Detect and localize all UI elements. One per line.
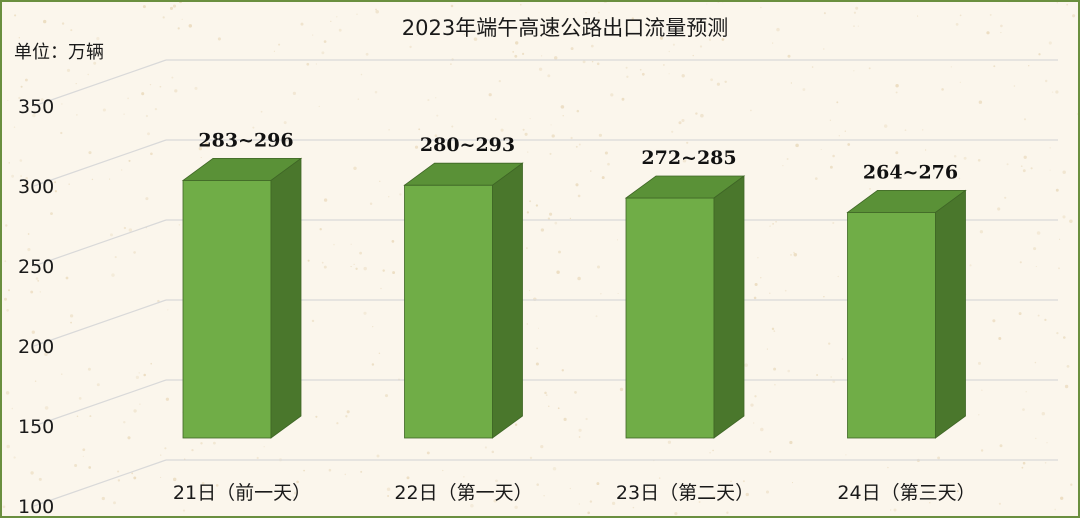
gridline-diagonal xyxy=(33,139,167,187)
y-tick-label: 350 xyxy=(18,96,54,118)
y-tick-label: 200 xyxy=(18,336,54,358)
bar-2 xyxy=(403,162,524,439)
gridline-diagonal xyxy=(33,59,167,107)
bar-4 xyxy=(846,189,967,439)
bar-side-face xyxy=(935,189,966,439)
bar-front-face xyxy=(847,211,936,439)
bar-side-face xyxy=(713,175,745,439)
bars xyxy=(181,157,967,439)
y-tick-label: 300 xyxy=(18,176,54,198)
gridline-diagonal xyxy=(33,379,167,427)
bar-front-face xyxy=(404,184,493,439)
data-label: 272~285 xyxy=(641,147,736,169)
data-label: 280~293 xyxy=(420,134,515,156)
y-tick-label: 150 xyxy=(18,416,54,438)
y-axis-unit-label: 单位：万辆 xyxy=(14,42,104,63)
data-labels: 283~296 280~293 272~285 264~276 xyxy=(198,129,958,183)
gridline-diagonal xyxy=(33,219,167,267)
x-category-label: 22日（第一天） xyxy=(394,482,532,504)
gridline-diagonal xyxy=(33,299,167,347)
y-tick-label: 250 xyxy=(18,256,54,278)
bar-side-face xyxy=(270,157,302,439)
x-category-label: 21日（前一天） xyxy=(173,482,311,504)
gridline-diagonal xyxy=(33,459,167,507)
x-category-label: 24日（第三天） xyxy=(837,482,975,504)
y-axis-ticks: 100 150 200 250 300 350 xyxy=(18,96,54,518)
x-axis-categories: 21日（前一天） 22日（第一天） 23日（第二天） 24日（第三天） xyxy=(173,482,976,504)
chart-title: 2023年端午高速公路出口流量预测 xyxy=(402,16,728,40)
bar-front-face xyxy=(182,179,272,439)
y-tick-label: 100 xyxy=(18,496,54,518)
data-label: 264~276 xyxy=(863,161,958,183)
data-label: 283~296 xyxy=(198,129,293,151)
x-category-label: 23日（第二天） xyxy=(616,482,754,504)
bar-front-face xyxy=(625,197,715,439)
bar-side-face xyxy=(492,162,523,439)
bar-1 xyxy=(181,157,303,439)
bar-3 xyxy=(624,175,746,439)
